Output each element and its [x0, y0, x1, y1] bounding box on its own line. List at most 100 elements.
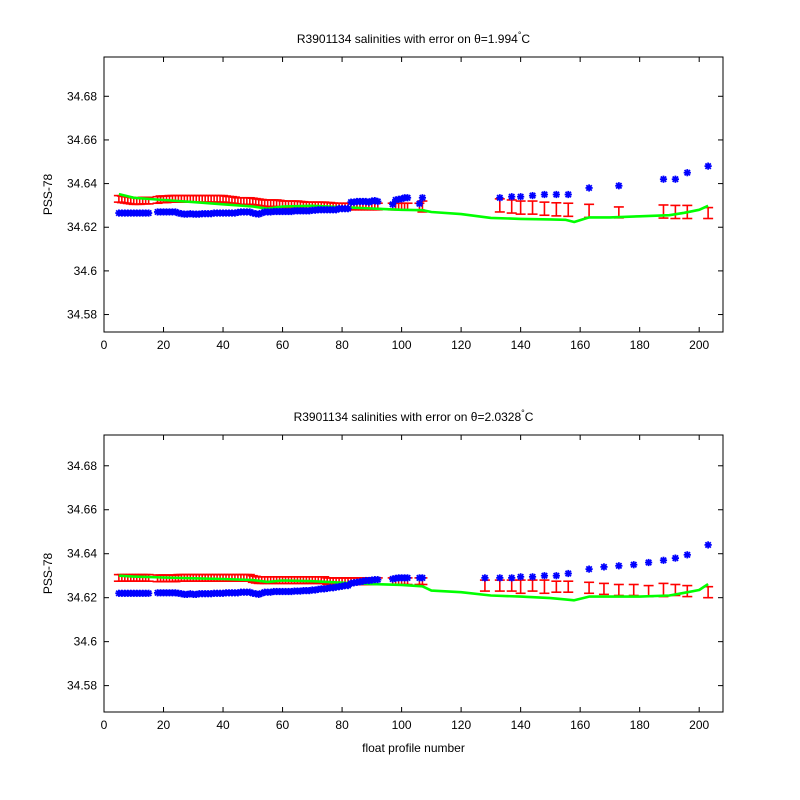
y-tick-label: 34.64: [67, 177, 97, 191]
asterisk-stroke: [172, 208, 179, 216]
y-tick-label: 34.66: [67, 133, 97, 147]
data-point: [540, 572, 549, 580]
data-point: [600, 563, 608, 571]
asterisk-stroke: [419, 574, 426, 582]
asterisk-stroke: [517, 193, 524, 201]
y-tick-label: 34.58: [67, 308, 97, 322]
x-tick-label: 20: [157, 718, 171, 732]
data-point: [418, 574, 427, 582]
asterisk-stroke: [683, 551, 691, 559]
asterisk-stroke: [683, 169, 691, 177]
y-axis-label: PSS-78: [41, 173, 55, 215]
x-tick-label: 100: [392, 338, 412, 352]
data-point: [615, 182, 623, 190]
asterisk-stroke: [404, 194, 411, 202]
x-tick-label: 80: [335, 718, 349, 732]
data-point: [374, 576, 382, 584]
error-bar: [539, 579, 550, 595]
y-tick-label: 34.64: [67, 547, 97, 561]
data-point: [418, 194, 427, 202]
error-bar: [539, 201, 550, 217]
asterisk-stroke: [585, 184, 593, 192]
asterisk-stroke: [564, 570, 572, 577]
x-tick-label: 60: [276, 718, 290, 732]
mapped-salinity-line: [118, 192, 709, 224]
x-tick-label: 160: [570, 718, 590, 732]
data-point: [508, 193, 516, 201]
x-tick-label: 180: [630, 338, 650, 352]
asterisk-stroke: [481, 574, 489, 582]
y-tick-label: 34.68: [67, 459, 97, 473]
plot-area: [103, 434, 724, 713]
asterisk-stroke: [564, 191, 572, 198]
x-tick-label: 120: [451, 718, 471, 732]
data-point: [145, 209, 153, 217]
x-tick-label: 80: [335, 338, 349, 352]
y-tick-label: 34.68: [67, 89, 97, 103]
data-point: [659, 175, 668, 183]
error-bar: [527, 200, 538, 215]
data-point: [403, 574, 412, 582]
x-tick-label: 40: [216, 338, 230, 352]
asterisk-stroke: [496, 574, 504, 582]
y-axis-label: PSS-78: [41, 552, 55, 594]
error-bar: [563, 202, 574, 218]
data-point: [585, 565, 593, 573]
asterisk-stroke: [389, 200, 397, 208]
plot-marks: [113, 541, 714, 602]
y-tick-label: 34.58: [67, 679, 97, 693]
x-tick-label: 100: [392, 718, 412, 732]
asterisk-stroke: [600, 563, 608, 571]
chart-panel-1: 0 20 40 60 80 100 120 140 160 180 200 34.58 34.6 34.6…: [41, 30, 724, 352]
asterisk-stroke: [672, 175, 679, 183]
float-salinity-series: [115, 162, 712, 218]
x-tick-label: 0: [101, 718, 108, 732]
y-tick-label: 34.66: [67, 503, 97, 517]
asterisk-stroke: [374, 198, 382, 205]
asterisk-stroke: [246, 588, 254, 596]
asterisk-stroke: [517, 573, 524, 581]
asterisk-stroke: [704, 162, 712, 170]
asterisk-stroke: [660, 175, 667, 183]
x-tick-label: 140: [511, 718, 531, 732]
mapped-salinity-line: [118, 574, 709, 602]
chart-title-text: R3901134 salinities with error on θ=1.99…: [297, 32, 518, 46]
asterisk-stroke: [630, 561, 638, 569]
data-point: [145, 589, 153, 597]
data-point: [415, 200, 424, 208]
error-bar: [515, 200, 526, 215]
asterisk-stroke: [541, 572, 548, 580]
error-bar: [670, 204, 681, 220]
error-bar: [551, 201, 562, 217]
chart-title-unit: C: [521, 32, 530, 46]
x-tick-label: 140: [511, 338, 531, 352]
error-bar: [563, 580, 574, 593]
asterisk-stroke: [645, 559, 652, 566]
data-point: [671, 554, 679, 562]
asterisk-stroke: [672, 554, 679, 562]
data-point: [403, 194, 412, 202]
data-point: [552, 572, 560, 580]
error-bar: [551, 580, 562, 593]
x-tick-label: 160: [570, 338, 590, 352]
data-point: [344, 205, 352, 213]
data-point: [246, 588, 254, 596]
data-point: [481, 574, 489, 582]
data-point: [552, 190, 560, 199]
float-salinity-series: [115, 541, 712, 598]
asterisk-stroke: [704, 541, 712, 549]
x-tick-label: 180: [630, 718, 650, 732]
chart-title: R3901134 salinities with error on θ=2.03…: [294, 408, 534, 424]
data-point: [704, 162, 712, 170]
data-point: [659, 556, 668, 564]
chart-title: R3901134 salinities with error on θ=1.99…: [297, 30, 531, 46]
asterisk-stroke: [419, 194, 426, 202]
error-bar: [584, 581, 595, 595]
x-tick-label: 40: [216, 718, 230, 732]
data-point: [496, 194, 504, 202]
asterisk-stroke: [145, 589, 152, 597]
asterisk-stroke: [508, 574, 516, 582]
asterisk-stroke: [529, 192, 536, 199]
error-bar: [598, 582, 609, 596]
